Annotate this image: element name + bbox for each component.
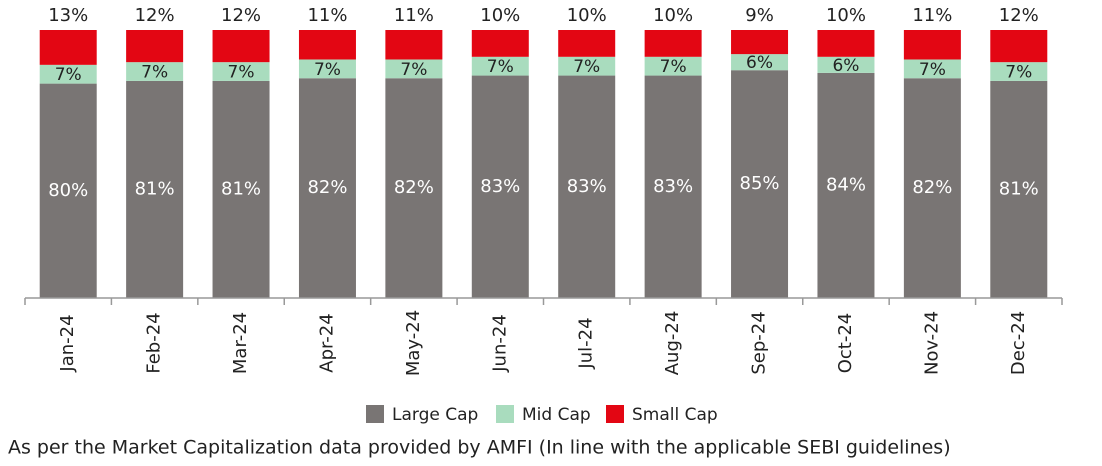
data-label: 82% <box>307 177 347 198</box>
data-label: 12% <box>135 5 175 26</box>
data-label: 81% <box>221 178 261 199</box>
bar-segment <box>644 30 702 57</box>
data-label: 84% <box>826 174 866 195</box>
bar-segment <box>558 56 616 76</box>
data-label: 10% <box>826 5 866 26</box>
bar-segment <box>298 59 356 79</box>
x-tick-label: Sep-24 <box>749 311 770 374</box>
data-label: 83% <box>653 176 693 197</box>
bar-segment <box>471 75 529 298</box>
bar-segment <box>39 30 97 65</box>
data-label: 81% <box>999 178 1039 199</box>
data-label: 6% <box>832 56 859 76</box>
bar-segment <box>126 62 184 81</box>
data-label: 9% <box>745 5 774 26</box>
bar-segment <box>990 62 1048 81</box>
data-label: 7% <box>487 57 514 77</box>
data-label: 11% <box>912 5 952 26</box>
data-label: 7% <box>660 57 687 77</box>
x-tick-label: Apr-24 <box>316 313 337 372</box>
legend-label: Small Cap <box>632 405 718 425</box>
bar-segment <box>817 56 875 73</box>
bar-segment <box>385 78 443 299</box>
data-label: 7% <box>1005 63 1032 83</box>
bar-segment <box>731 54 789 71</box>
data-label: 83% <box>567 176 607 197</box>
legend-swatch <box>606 405 624 423</box>
bar-segment <box>903 78 961 299</box>
legend-swatch <box>366 405 384 423</box>
data-label: 7% <box>314 60 341 80</box>
x-tick-label: Jan-24 <box>57 314 78 372</box>
x-tick-label: Aug-24 <box>662 311 683 376</box>
bar-segment <box>644 75 702 298</box>
data-label: 80% <box>48 180 88 201</box>
x-tick-label: Mar-24 <box>230 312 251 374</box>
bar-segment <box>990 30 1048 63</box>
data-label: 13% <box>48 5 88 26</box>
bar-segment <box>385 59 443 79</box>
bar-segment <box>39 64 97 84</box>
bar-segment <box>39 83 97 298</box>
x-tick-label: Jun-24 <box>489 314 510 373</box>
bar-segment <box>558 30 616 57</box>
bar-segment <box>731 30 789 55</box>
data-label: 6% <box>746 53 773 73</box>
data-label: 7% <box>141 63 168 83</box>
bar-segment <box>212 80 270 298</box>
data-label: 81% <box>135 178 175 199</box>
bar-segment <box>212 62 270 81</box>
bar-segment <box>126 30 184 63</box>
bar-segment <box>903 30 961 60</box>
data-label: 7% <box>919 60 946 80</box>
x-tick-label: Dec-24 <box>1008 311 1029 375</box>
bar-segment <box>385 30 443 60</box>
bar-segment <box>817 30 875 57</box>
data-label: 11% <box>394 5 434 26</box>
x-tick-label: Oct-24 <box>835 313 856 374</box>
data-label: 10% <box>567 5 607 26</box>
bar-segment <box>644 56 702 76</box>
bar-segment <box>471 56 529 76</box>
data-label: 7% <box>573 57 600 77</box>
legend-label: Mid Cap <box>522 405 591 425</box>
bar-segment <box>990 80 1048 298</box>
x-tick-label: Feb-24 <box>144 312 165 373</box>
bar-segment <box>298 30 356 60</box>
bar-segment <box>212 30 270 63</box>
bar-segment <box>903 59 961 79</box>
bar-segment <box>558 75 616 298</box>
data-label: 7% <box>228 63 255 83</box>
data-label: 7% <box>55 65 82 85</box>
data-label: 82% <box>912 177 952 198</box>
data-label: 85% <box>740 173 780 194</box>
data-label: 82% <box>394 177 434 198</box>
data-label: 7% <box>400 60 427 80</box>
data-label: 83% <box>480 176 520 197</box>
bar-segment <box>817 72 875 298</box>
x-tick-label: May-24 <box>403 310 424 376</box>
data-label: 10% <box>480 5 520 26</box>
bar-segment <box>731 70 789 298</box>
bar-segment <box>126 80 184 298</box>
data-label: 12% <box>221 5 261 26</box>
bar-segment <box>471 30 529 57</box>
data-label: 10% <box>653 5 693 26</box>
x-tick-label: Nov-24 <box>921 311 942 375</box>
x-tick-label: Jul-24 <box>576 317 597 369</box>
data-label: 11% <box>307 5 347 26</box>
legend-swatch <box>496 405 514 423</box>
data-label: 12% <box>999 5 1039 26</box>
legend-label: Large Cap <box>392 405 478 425</box>
bar-segment <box>298 78 356 299</box>
footnote: As per the Market Capitalization data pr… <box>8 437 951 459</box>
